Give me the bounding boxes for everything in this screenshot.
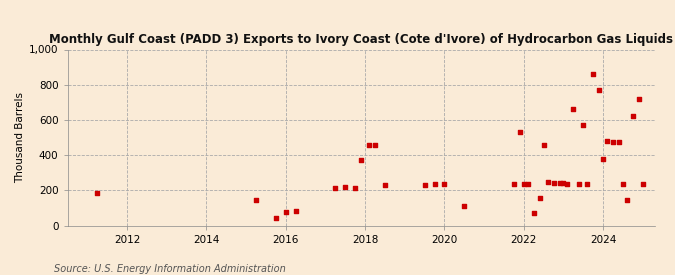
Point [637, 182, 648, 186]
Point [633, 97, 644, 101]
Point [340, 185, 350, 189]
Point [628, 113, 639, 118]
Point [92, 191, 103, 195]
Point [429, 182, 440, 186]
Point [618, 182, 628, 186]
Point [370, 143, 381, 148]
Point [529, 211, 539, 215]
Point [614, 140, 624, 144]
Point [271, 216, 281, 221]
Point [588, 72, 599, 76]
Point [578, 123, 589, 127]
Point [330, 185, 341, 190]
Point [419, 183, 430, 187]
Point [280, 210, 291, 214]
Point [459, 204, 470, 208]
Point [594, 88, 605, 92]
Point [622, 198, 632, 202]
Point [582, 182, 593, 186]
Point [290, 209, 301, 214]
Point [514, 130, 525, 134]
Point [548, 181, 559, 185]
Point [542, 180, 553, 185]
Point [439, 182, 450, 186]
Point [535, 196, 545, 200]
Title: Monthly Gulf Coast (PADD 3) Exports to Ivory Coast (Cote d'Ivore) of Hydrocarbon: Monthly Gulf Coast (PADD 3) Exports to I… [49, 32, 673, 46]
Point [518, 182, 529, 186]
Point [562, 182, 573, 186]
Point [508, 182, 519, 186]
Y-axis label: Thousand Barrels: Thousand Barrels [15, 92, 25, 183]
Point [356, 157, 367, 162]
Point [250, 198, 261, 202]
Point [554, 181, 565, 185]
Point [558, 181, 569, 185]
Point [574, 182, 585, 186]
Point [538, 143, 549, 148]
Point [350, 185, 360, 190]
Point [601, 139, 612, 143]
Point [568, 107, 578, 112]
Point [608, 140, 618, 144]
Point [522, 182, 533, 186]
Point [364, 143, 375, 148]
Point [598, 156, 609, 161]
Text: Source: U.S. Energy Information Administration: Source: U.S. Energy Information Administ… [54, 264, 286, 274]
Point [379, 183, 390, 187]
